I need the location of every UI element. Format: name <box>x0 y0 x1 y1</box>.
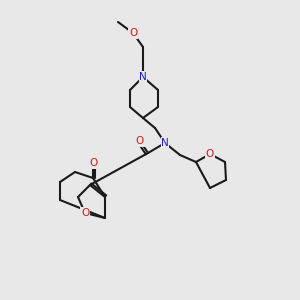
Text: O: O <box>129 28 137 38</box>
Text: N: N <box>161 138 169 148</box>
Text: O: O <box>206 149 214 159</box>
Text: N: N <box>139 72 147 82</box>
Text: O: O <box>136 136 144 146</box>
Text: O: O <box>81 208 89 218</box>
Text: O: O <box>89 158 97 168</box>
